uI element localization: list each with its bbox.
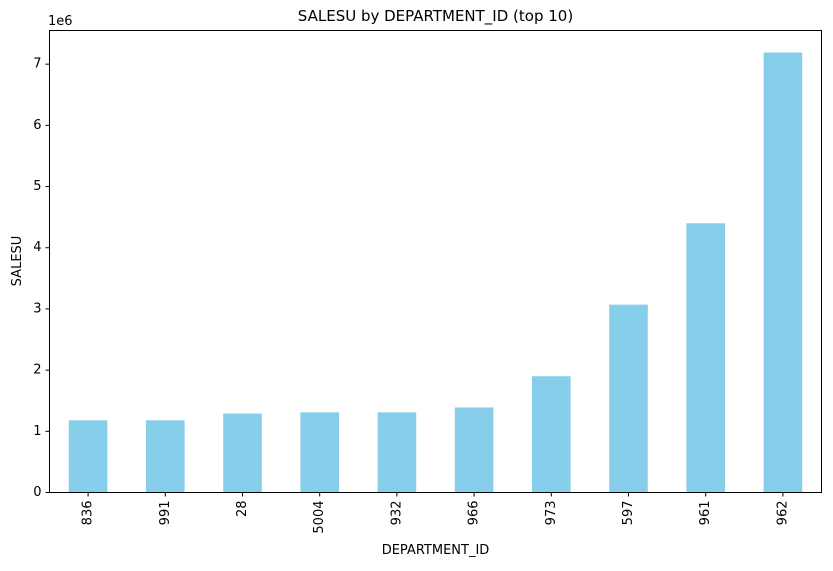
y-tick-label: 5 (33, 179, 41, 194)
y-axis-label: SALESU (10, 236, 25, 287)
y-tick-label: 6 (33, 118, 41, 133)
bar-962 (763, 52, 803, 493)
x-tick-label: 973 (544, 501, 559, 526)
y-tick-label: 1 (33, 424, 41, 439)
y-tick-label: 3 (33, 301, 41, 316)
x-tick-label: 932 (389, 501, 404, 526)
x-tick-label: 966 (467, 501, 482, 526)
bar-961 (686, 223, 725, 493)
y-axis-offset-text: 1e6 (48, 14, 73, 29)
x-tick-label: 962 (775, 501, 790, 526)
y-tick-label: 0 (33, 485, 41, 500)
x-tick-label: 991 (158, 501, 173, 526)
chart-title: SALESU by DEPARTMENT_ID (top 10) (298, 7, 573, 26)
x-tick-label: 28 (235, 501, 250, 518)
x-tick-label: 836 (81, 501, 96, 526)
bar-597 (609, 304, 648, 493)
bar-991 (146, 420, 185, 493)
x-tick-label: 961 (698, 501, 713, 526)
y-tick-label: 4 (33, 240, 41, 255)
bar-932 (377, 412, 417, 493)
bar-973 (532, 376, 571, 493)
x-tick-label: 5004 (312, 501, 327, 534)
x-axis-label: DEPARTMENT_ID (382, 543, 490, 558)
x-axis-ticks: 836 991 28 5004 932 966 973 597 961 962 (81, 492, 790, 534)
x-tick-label: 597 (621, 501, 636, 526)
bar-836 (68, 420, 108, 493)
plot-frame (49, 30, 822, 493)
bar-5004 (300, 412, 339, 493)
y-tick-label: 2 (33, 363, 41, 378)
y-tick-label: 7 (33, 57, 41, 72)
bar-28 (223, 413, 262, 493)
y-axis-ticks: 0 1 2 3 4 5 6 7 (33, 57, 50, 500)
bars (68, 52, 803, 493)
bar-966 (454, 407, 494, 493)
